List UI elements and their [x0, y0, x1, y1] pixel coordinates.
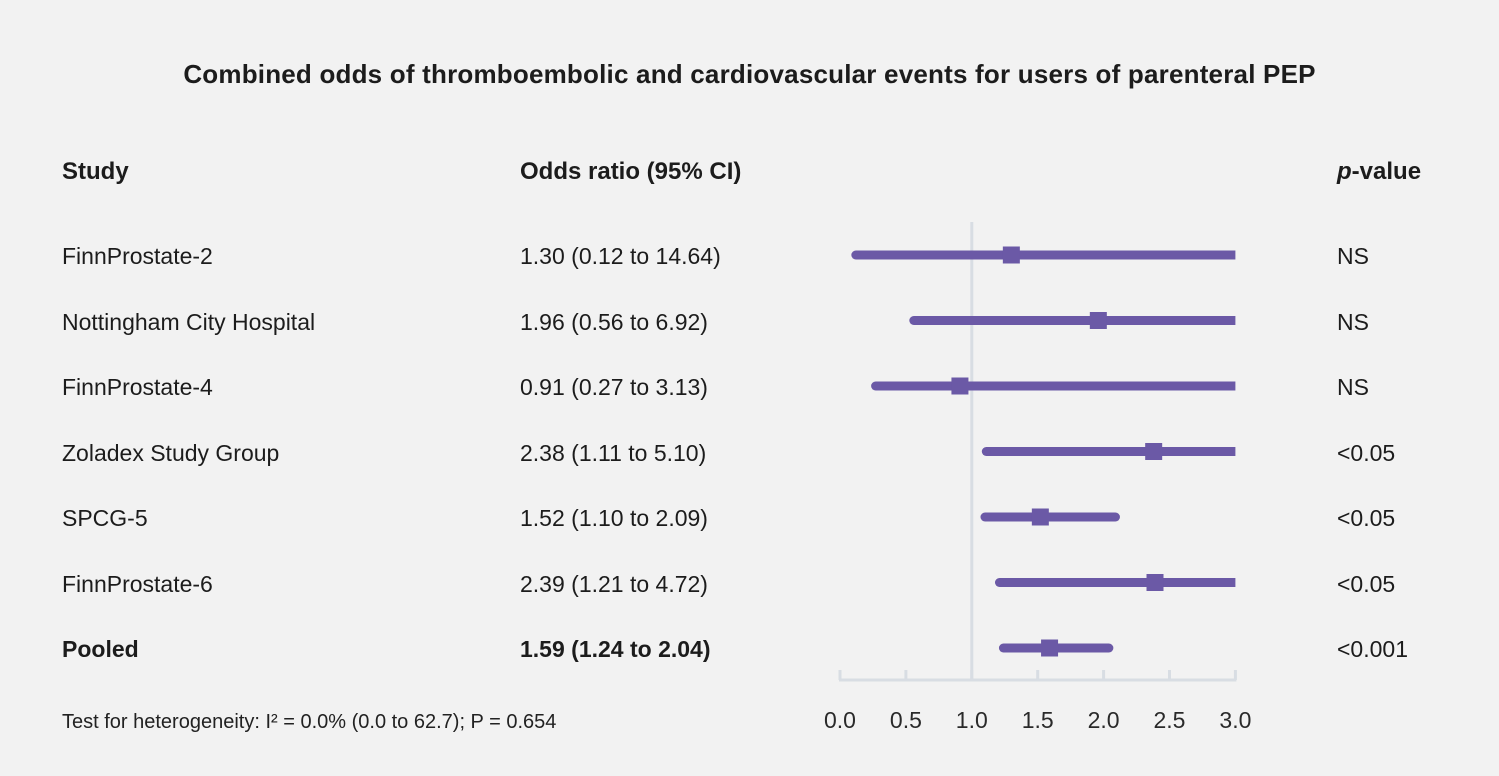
odds-ratio-ci-cell: 1.96 (0.56 to 6.92): [520, 308, 708, 335]
p-value-header-italic-p: p: [1337, 158, 1352, 185]
x-axis-tick-label: 2.0: [1088, 707, 1120, 733]
study-row: FinnProstate-2 1.30 (0.12 to 14.64) NS: [0, 243, 1499, 269]
odds-ratio-ci-cell: 1.52 (1.10 to 2.09): [520, 505, 708, 531]
x-axis-tick-label: 1.5: [1022, 707, 1054, 733]
x-axis-tick-label: 2.5: [1154, 707, 1186, 733]
column-header-odds-ratio: Odds ratio (95% CI): [520, 158, 742, 185]
p-value-header-rest: -value: [1351, 158, 1422, 185]
p-value-cell: <0.05: [1337, 570, 1396, 597]
odds-ratio-ci-cell: 1.30 (0.12 to 14.64): [520, 243, 721, 269]
figure-title: Combined odds of thromboembolic and card…: [183, 59, 1316, 89]
column-header-p-value: p-value: [1337, 158, 1421, 186]
odds-ratio-ci-cell: 0.91 (0.27 to 3.13): [520, 374, 708, 400]
study-row: SPCG-5 1.52 (1.10 to 2.09) <0.05: [0, 505, 1499, 531]
p-value-cell: <0.05: [1337, 439, 1396, 466]
x-axis-tick-label: 0.0: [824, 707, 856, 733]
x-axis-tick-label: 3.0: [1219, 707, 1251, 733]
odds-ratio-ci-cell: 2.38 (1.11 to 5.10): [520, 439, 707, 466]
odds-ratio-ci-cell: 2.39 (1.21 to 4.72): [520, 570, 708, 597]
p-value-cell: NS: [1337, 374, 1369, 400]
p-value-cell: NS: [1337, 243, 1369, 269]
study-name-cell: FinnProstate-4: [62, 374, 213, 400]
study-row: Nottingham City Hospital 1.96 (0.56 to 6.…: [0, 308, 1499, 335]
study-row: Zoladex Study Group 2.38 (1.11 to 5.10) <0…: [0, 439, 1499, 466]
odds-ratio-ci-cell: 1.59 (1.24 to 2.04): [520, 636, 711, 662]
study-name-cell: Nottingham City Hospital: [62, 308, 316, 335]
study-name-cell: SPCG-5: [62, 505, 148, 531]
study-name-cell: FinnProstate-6: [62, 570, 213, 597]
study-name-cell: Zoladex Study Group: [62, 439, 280, 466]
column-header-study: Study: [62, 158, 129, 185]
study-row: FinnProstate-4 0.91 (0.27 to 3.13) NS: [0, 374, 1499, 400]
study-row: FinnProstate-6 2.39 (1.21 to 4.72) <0.05: [0, 570, 1499, 597]
p-value-cell: NS: [1337, 308, 1369, 335]
p-value-cell: <0.001: [1337, 636, 1408, 662]
study-name-cell: FinnProstate-2: [62, 243, 213, 269]
study-row: Pooled 1.59 (1.24 to 2.04) <0.001: [0, 636, 1499, 662]
p-value-cell: <0.05: [1337, 505, 1396, 531]
x-axis-tick-label: 1.0: [956, 707, 988, 733]
study-name-cell: Pooled: [62, 636, 139, 662]
heterogeneity-note: Test for heterogeneity: I² = 0.0% (0.0 t…: [62, 711, 557, 733]
x-axis-tick-label: 0.5: [890, 707, 922, 733]
